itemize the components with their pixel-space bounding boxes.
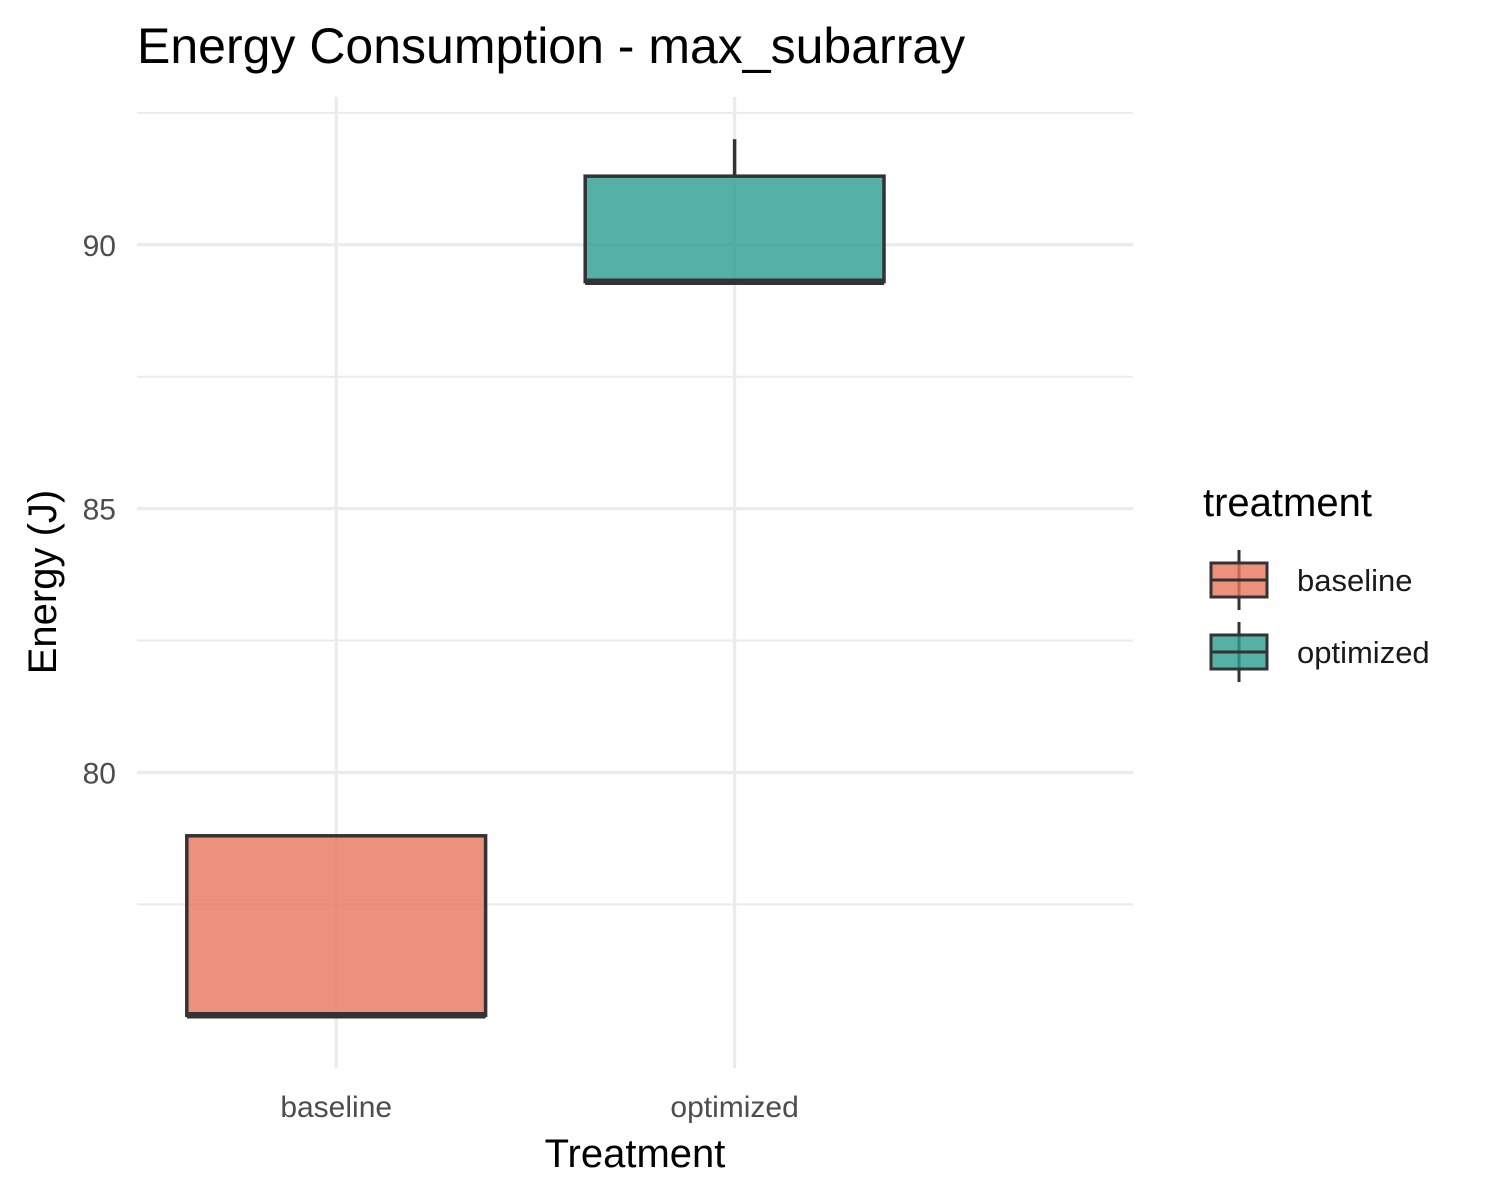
chart-title: Energy Consumption - max_subarray xyxy=(137,18,965,74)
grid xyxy=(137,97,1133,1068)
x-tick-label: baseline xyxy=(280,1091,392,1124)
legend-item-baseline: baseline xyxy=(1209,550,1412,610)
legend-item-optimized: optimized xyxy=(1209,622,1430,682)
legend: treatment baseline optimized xyxy=(1203,481,1430,682)
y-axis-ticks: 80 85 90 xyxy=(83,230,116,791)
x-axis-ticks: baseline optimized xyxy=(280,1091,798,1124)
box-body xyxy=(583,174,886,284)
x-axis-title: Treatment xyxy=(545,1132,726,1176)
box-optimized xyxy=(583,139,886,285)
legend-title: treatment xyxy=(1203,481,1372,525)
y-axis-title: Energy (J) xyxy=(21,490,65,675)
legend-label: baseline xyxy=(1297,563,1412,598)
y-tick-label: 85 xyxy=(83,494,116,527)
box-baseline xyxy=(185,834,488,1019)
y-tick-label: 90 xyxy=(83,230,116,263)
boxes xyxy=(185,139,886,1019)
x-tick-label: optimized xyxy=(670,1091,798,1124)
legend-label: optimized xyxy=(1297,635,1430,670)
box-body xyxy=(185,834,488,1017)
y-tick-label: 80 xyxy=(83,757,116,790)
